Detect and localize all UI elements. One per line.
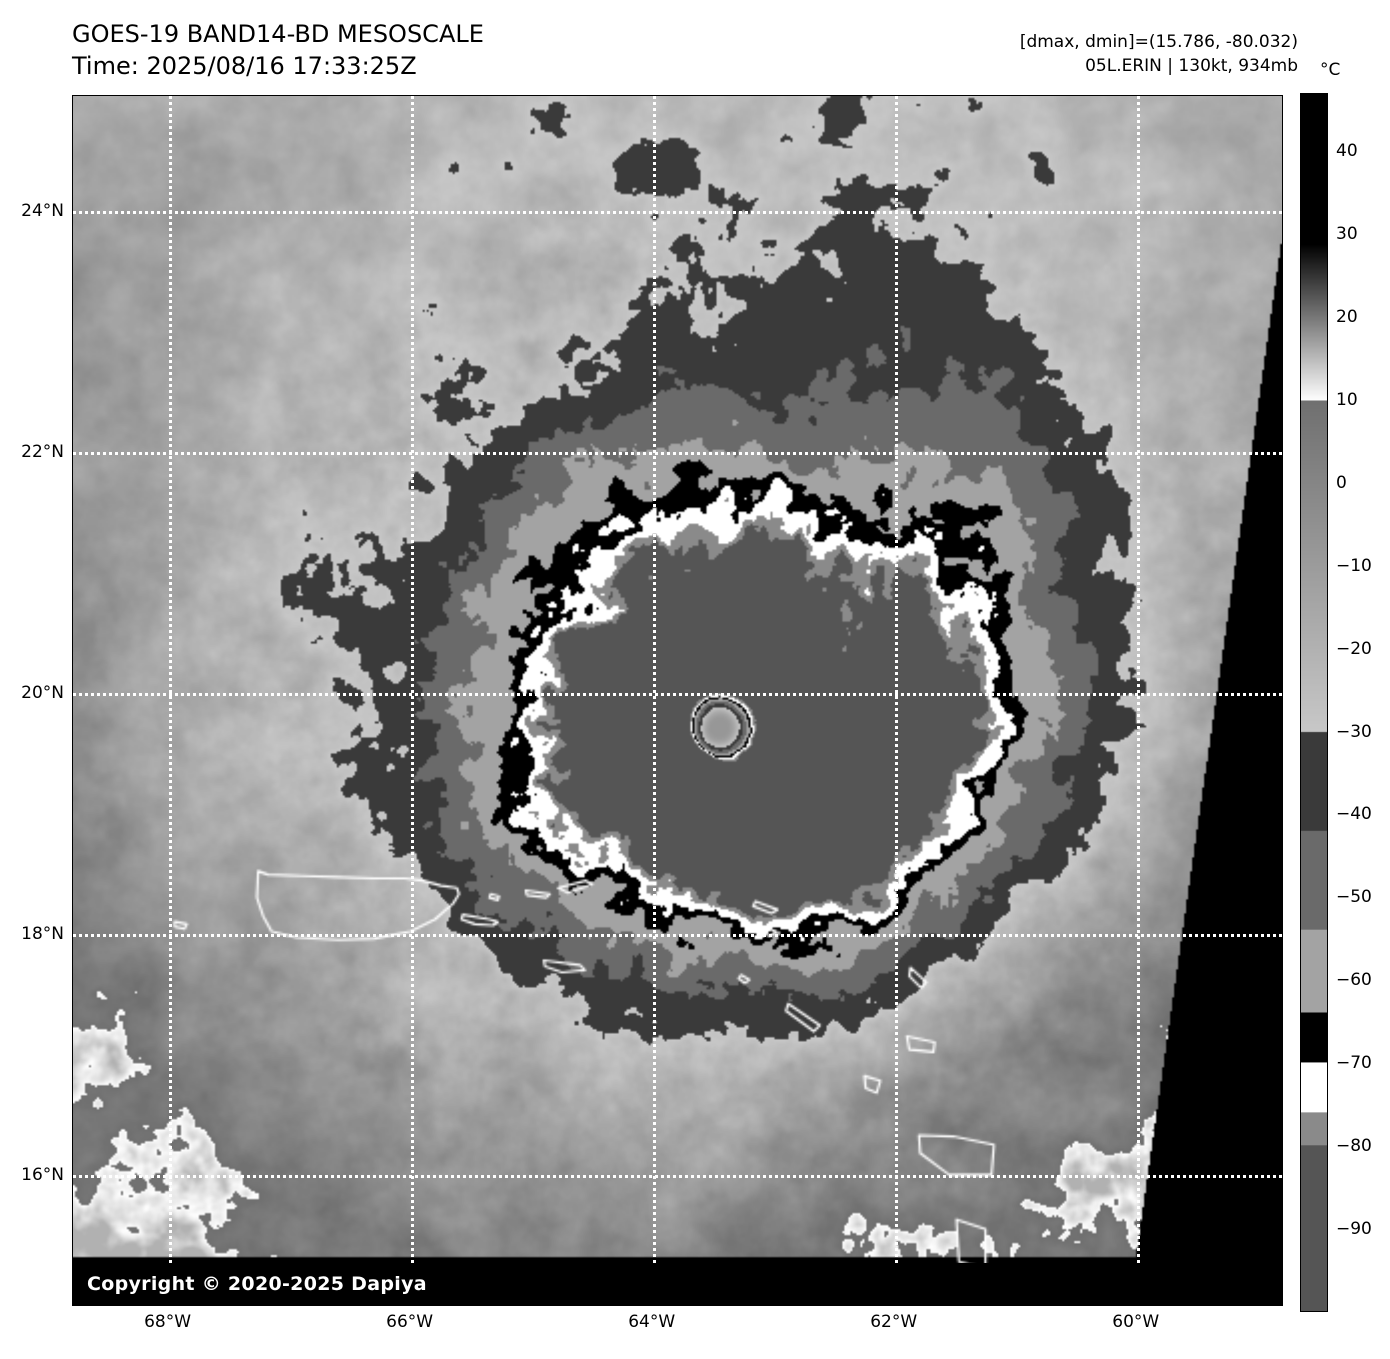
colorbar-tick--60: −60	[1336, 970, 1372, 991]
copyright-label: Copyright © 2020-2025 Dapiya	[87, 1273, 427, 1295]
colorbar-unit-label: °C	[1320, 60, 1341, 80]
copyright-bar: Copyright © 2020-2025 Dapiya	[73, 1263, 1282, 1305]
colorbar-tick--70: −70	[1336, 1053, 1372, 1074]
lon-tick-68°W: 68°W	[144, 1312, 192, 1332]
colorbar-gradient	[1300, 93, 1328, 1312]
lat-tick-22°N: 22°N	[21, 441, 64, 462]
colorbar-tick-30: 30	[1336, 223, 1358, 244]
figure-title-block: GOES-19 BAND14-BD MESOSCALE Time: 2025/0…	[72, 18, 484, 82]
lon-tick-64°W: 64°W	[628, 1312, 676, 1332]
lat-tick-24°N: 24°N	[21, 200, 64, 221]
colorbar-tick-10: 10	[1336, 389, 1358, 410]
colorbar-tick--10: −10	[1336, 555, 1372, 576]
colorbar-tick-40: 40	[1336, 141, 1358, 162]
colorbar-tick--20: −20	[1336, 638, 1372, 659]
colorbar	[1300, 93, 1328, 1312]
colorbar-tick--40: −40	[1336, 804, 1372, 825]
colorbar-tick-0: 0	[1336, 472, 1347, 493]
metadata-block: [dmax, dmin]=(15.786, -80.032) 05L.ERIN …	[1020, 30, 1298, 78]
lon-tick-60°W: 60°W	[1112, 1312, 1160, 1332]
lon-tick-66°W: 66°W	[386, 1312, 434, 1332]
colorbar-tick--50: −50	[1336, 887, 1372, 908]
colorbar-tick-20: 20	[1336, 306, 1358, 327]
lat-tick-16°N: 16°N	[21, 1164, 64, 1185]
map-plot-area: Copyright © 2020-2025 Dapiya	[72, 95, 1283, 1306]
storm-info-label: 05L.ERIN | 130kt, 934mb	[1085, 56, 1298, 76]
satellite-infrared-imagery	[73, 96, 1282, 1305]
lon-tick-62°W: 62°W	[870, 1312, 918, 1332]
lat-tick-18°N: 18°N	[21, 923, 64, 944]
colorbar-tick--30: −30	[1336, 721, 1372, 742]
timestamp-label: Time: 2025/08/16 17:33:25Z	[72, 52, 417, 80]
colorbar-tick--90: −90	[1336, 1219, 1372, 1240]
dmax-dmin-label: [dmax, dmin]=(15.786, -80.032)	[1019, 32, 1298, 52]
page-title: GOES-19 BAND14-BD MESOSCALE	[72, 20, 484, 48]
lat-tick-20°N: 20°N	[21, 682, 64, 703]
colorbar-tick--80: −80	[1336, 1136, 1372, 1157]
